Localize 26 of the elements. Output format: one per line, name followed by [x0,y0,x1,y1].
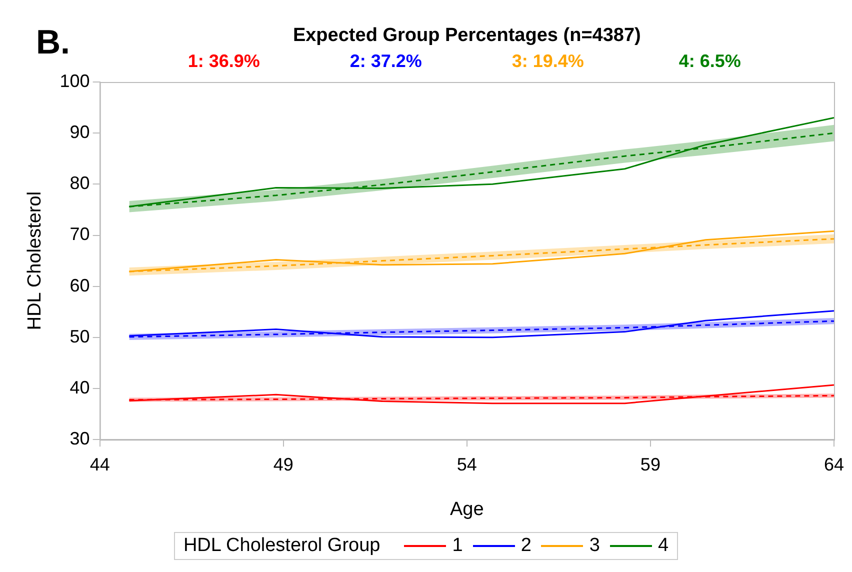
y-tick-label: 100 [60,70,90,91]
y-tick-label: 40 [70,377,90,398]
x-tick-label: 59 [640,454,660,474]
y-tick-label: 90 [70,122,90,142]
legend-title: HDL Cholesterol Group [183,535,380,557]
legend-label: 3 [588,535,600,557]
text: 1: 36.9% [188,50,260,71]
x-tick-label: 44 [90,454,110,474]
x-axis-title: Age [450,498,484,520]
y-tick-label: 30 [70,428,90,449]
x-tick-label: 49 [273,454,294,474]
legend-label: 2 [520,535,532,557]
text: B. [36,23,70,62]
y-axis-title: HDL Cholesterol [24,191,46,330]
y-tick-label: 50 [70,326,90,346]
text: 4: 6.5% [678,50,741,71]
chart-title: Expected Group Percentages (n=4387) [292,25,641,46]
x-tick-label: 64 [824,454,844,474]
x-tick-label: 54 [456,454,477,474]
y-tick-label: 80 [70,173,90,194]
text: 2: 37.2% [350,50,422,71]
y-tick-label: 70 [70,224,90,244]
y-tick-label: 60 [70,275,90,296]
text: 3: 19.4% [512,50,584,71]
legend-label: 1 [451,535,463,557]
legend-label: 4 [656,535,669,557]
